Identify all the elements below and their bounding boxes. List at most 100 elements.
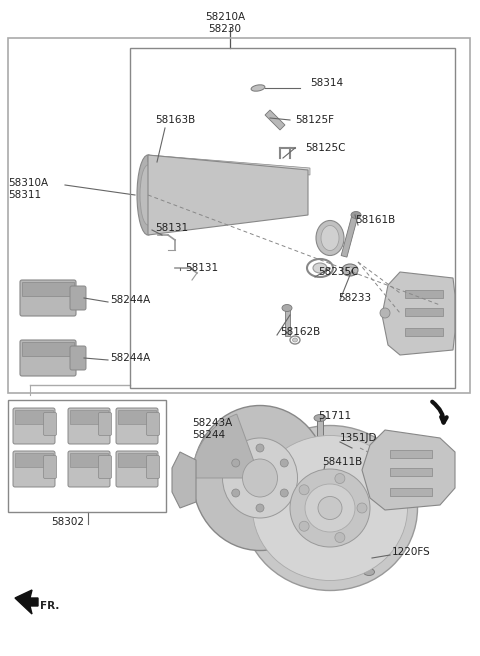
Bar	[390, 450, 432, 458]
Text: 58244A: 58244A	[110, 353, 150, 363]
FancyBboxPatch shape	[13, 451, 55, 487]
FancyBboxPatch shape	[98, 413, 111, 436]
FancyBboxPatch shape	[146, 455, 159, 478]
Text: 58125C: 58125C	[305, 143, 346, 153]
Ellipse shape	[271, 182, 285, 207]
Text: 1351JD: 1351JD	[340, 433, 377, 443]
Ellipse shape	[346, 267, 354, 273]
FancyBboxPatch shape	[13, 408, 55, 444]
Polygon shape	[148, 155, 308, 235]
Bar	[70, 453, 108, 467]
Text: 58244A: 58244A	[110, 295, 150, 305]
Text: 58235C: 58235C	[318, 267, 359, 277]
Text: 51711: 51711	[318, 411, 351, 421]
Ellipse shape	[161, 159, 175, 230]
Bar	[405, 290, 443, 298]
Ellipse shape	[351, 211, 361, 218]
Ellipse shape	[348, 445, 356, 451]
Bar	[70, 410, 108, 424]
Ellipse shape	[305, 484, 355, 532]
Text: 1220FS: 1220FS	[392, 547, 431, 557]
FancyBboxPatch shape	[68, 451, 110, 487]
Text: 58131: 58131	[155, 223, 188, 233]
Ellipse shape	[313, 263, 327, 273]
Text: 58161B: 58161B	[355, 215, 395, 225]
Text: FR.: FR.	[40, 601, 60, 611]
Ellipse shape	[152, 157, 162, 167]
Ellipse shape	[342, 264, 358, 276]
Bar	[366, 544, 372, 572]
Circle shape	[256, 444, 264, 452]
Ellipse shape	[282, 304, 292, 312]
Polygon shape	[172, 452, 196, 508]
Circle shape	[299, 485, 309, 495]
FancyBboxPatch shape	[70, 286, 86, 310]
Bar	[405, 328, 443, 336]
FancyBboxPatch shape	[44, 455, 57, 478]
Circle shape	[299, 522, 309, 531]
Ellipse shape	[363, 569, 374, 575]
Bar	[390, 468, 432, 476]
Ellipse shape	[242, 459, 277, 497]
Text: 58125F: 58125F	[295, 115, 334, 125]
Ellipse shape	[251, 85, 265, 91]
FancyBboxPatch shape	[146, 413, 159, 436]
FancyBboxPatch shape	[98, 455, 111, 478]
FancyBboxPatch shape	[68, 408, 110, 444]
FancyBboxPatch shape	[20, 340, 76, 376]
Text: 58163B: 58163B	[155, 115, 195, 125]
Circle shape	[280, 459, 288, 467]
FancyBboxPatch shape	[70, 346, 86, 370]
Bar	[15, 453, 53, 467]
Text: 58243A
58244: 58243A 58244	[192, 418, 232, 440]
Bar	[130, 48, 455, 388]
FancyBboxPatch shape	[44, 413, 57, 436]
Ellipse shape	[155, 159, 159, 165]
Ellipse shape	[318, 497, 342, 520]
Text: 58302: 58302	[51, 517, 84, 527]
Circle shape	[335, 474, 345, 483]
Bar	[22, 282, 74, 296]
Polygon shape	[382, 272, 455, 355]
Polygon shape	[362, 430, 455, 510]
Circle shape	[256, 504, 264, 512]
Ellipse shape	[314, 415, 326, 422]
Text: 58314: 58314	[310, 78, 343, 88]
Text: 58411B: 58411B	[322, 457, 362, 467]
Ellipse shape	[223, 438, 298, 518]
Bar	[390, 488, 432, 496]
Circle shape	[232, 459, 240, 467]
Ellipse shape	[215, 171, 229, 217]
Text: 58233: 58233	[338, 293, 371, 303]
Circle shape	[357, 503, 367, 513]
Circle shape	[232, 489, 240, 497]
Bar	[341, 215, 358, 257]
Bar	[317, 418, 323, 450]
Ellipse shape	[292, 338, 298, 342]
Circle shape	[335, 533, 345, 543]
Ellipse shape	[192, 405, 327, 550]
Ellipse shape	[245, 177, 259, 211]
Bar	[405, 308, 443, 316]
Ellipse shape	[140, 165, 156, 225]
Bar	[22, 342, 74, 356]
Polygon shape	[265, 110, 285, 130]
Text: 58210A
58230: 58210A 58230	[205, 12, 245, 34]
Ellipse shape	[188, 165, 202, 224]
Bar	[118, 453, 156, 467]
Text: 58131: 58131	[185, 263, 218, 273]
FancyBboxPatch shape	[116, 451, 158, 487]
Wedge shape	[192, 414, 260, 478]
Bar	[8, 38, 470, 393]
Text: 58162B: 58162B	[280, 327, 320, 337]
Bar	[285, 308, 290, 336]
Bar	[15, 410, 53, 424]
Ellipse shape	[290, 469, 370, 547]
Ellipse shape	[252, 436, 408, 581]
Text: 58310A
58311: 58310A 58311	[8, 178, 48, 200]
Bar	[8, 400, 166, 512]
Ellipse shape	[321, 226, 339, 251]
Ellipse shape	[380, 308, 390, 318]
Ellipse shape	[316, 220, 344, 255]
Ellipse shape	[137, 155, 159, 235]
